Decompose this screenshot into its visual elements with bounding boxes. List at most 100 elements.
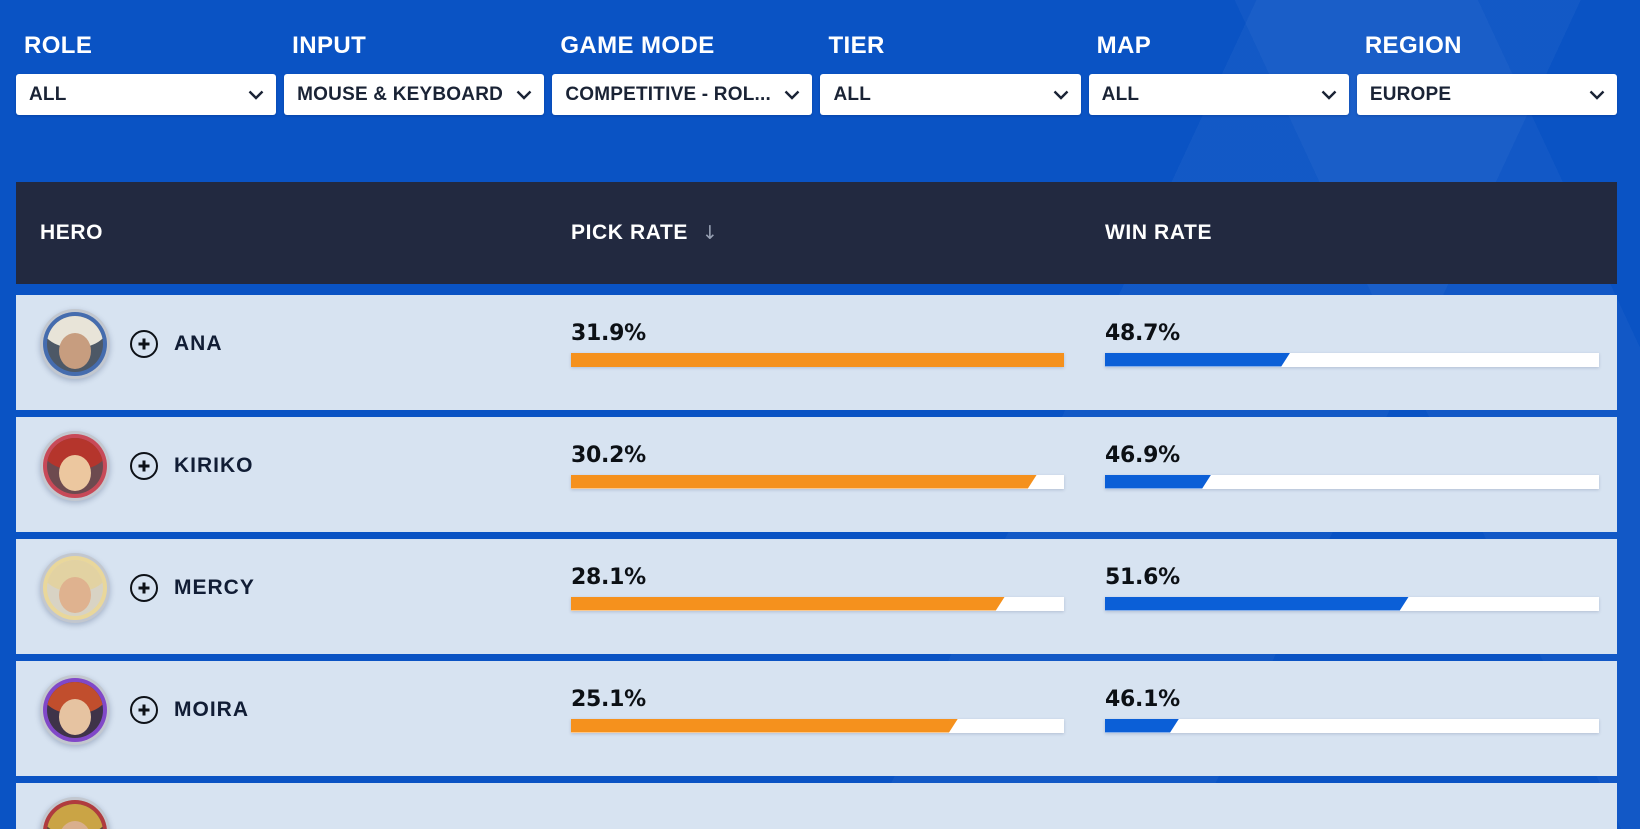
chevron-down-icon [1321,90,1337,100]
hero-avatar-face [59,698,91,735]
filter-game-mode: GAME MODE COMPETITIVE - ROL... [552,32,813,115]
hero-name[interactable]: MOIRA [174,697,249,721]
column-header-pick-rate[interactable]: PICK RATE ↓ [571,221,1105,245]
pick-rate-value: 28.1% [571,564,646,590]
hero-cell [40,797,571,829]
hero-row: MERCY 28.1% 51.6% [16,539,1617,654]
hero-avatar-face [59,454,91,491]
hero-avatar[interactable] [47,315,103,372]
game-mode-select-value: COMPETITIVE - ROL... [565,83,771,105]
tier-select[interactable]: ALL [820,74,1081,115]
pick-rate-bar-fill [571,597,1005,611]
pick-rate-bar [571,352,1064,367]
filter-map-label: MAP [1096,32,1152,59]
chevron-down-icon [248,90,264,100]
win-rate-bar-fill [1105,597,1409,611]
win-rate-cell: 48.7% [1105,321,1617,367]
filter-tier: TIER ALL [820,32,1081,115]
filter-map: MAP ALL [1088,32,1349,115]
win-rate-bar [1105,596,1599,611]
add-hero-compare-button[interactable] [130,695,158,724]
filter-tier-label: TIER [828,32,885,59]
filter-input-label: INPUT [292,32,367,59]
hero-table-header: HERO PICK RATE ↓ WIN RATE [16,182,1617,284]
plus-icon [138,338,150,349]
pick-rate-cell: 25.1% [571,687,1105,733]
win-rate-value: 48.7% [1105,320,1180,346]
win-rate-bar [1105,718,1599,733]
column-header-pick-rate-label: PICK RATE [571,221,689,244]
win-rate-bar-fill [1105,475,1211,489]
filter-role: ROLE ALL [16,32,277,115]
pick-rate-cell: 30.2% [571,443,1105,489]
filter-bar: ROLE ALL INPUT MOUSE & KEYBOARD GAME MOD… [16,0,1617,115]
add-hero-compare-button[interactable] [130,451,158,480]
pick-rate-value: 30.2% [571,442,646,468]
hero-avatar-face [59,576,91,613]
hero-avatar[interactable] [47,559,103,616]
filter-region: REGION EUROPE [1356,32,1617,115]
win-rate-bar-fill [1105,353,1290,367]
region-select-value: EUROPE [1369,83,1452,105]
pick-rate-cell: 28.1% [571,565,1105,611]
tier-select-value: ALL [833,83,872,105]
pick-rate-bar [571,474,1064,489]
input-select[interactable]: MOUSE & KEYBOARD [284,74,545,115]
stats-page: ROLE ALL INPUT MOUSE & KEYBOARD GAME MOD… [16,0,1617,829]
plus-icon [138,704,150,715]
role-select[interactable]: ALL [16,74,277,115]
pick-rate-bar-fill [571,475,1037,489]
hero-row [16,783,1617,829]
pick-rate-value: 31.9% [571,320,646,346]
pick-rate-bar-fill [571,352,1064,367]
plus-icon [138,582,150,593]
plus-icon [138,460,150,471]
hero-name[interactable]: MERCY [174,575,255,599]
win-rate-bar [1105,352,1599,367]
map-select-value: ALL [1101,83,1140,105]
hero-row: ANA 31.9% 48.7% [16,295,1617,410]
win-rate-value: 51.6% [1105,564,1180,590]
chevron-down-icon [1589,90,1605,100]
filter-game-mode-label: GAME MODE [560,32,715,59]
win-rate-value: 46.1% [1105,686,1180,712]
win-rate-value: 46.9% [1105,442,1180,468]
column-header-hero[interactable]: HERO [40,221,104,244]
pick-rate-bar-fill [571,719,958,733]
hero-avatar[interactable] [47,437,103,494]
hero-cell: MERCY [40,553,571,623]
hero-name[interactable]: KIRIKO [174,453,254,477]
hero-avatar-face [59,820,91,829]
hero-avatar[interactable] [47,803,103,829]
add-hero-compare-button[interactable] [130,329,158,358]
chevron-down-icon [516,90,532,100]
hero-name[interactable]: ANA [174,331,223,355]
add-hero-compare-button[interactable] [130,573,158,602]
pick-rate-bar [571,596,1064,611]
win-rate-bar-fill [1105,719,1179,733]
hero-avatar[interactable] [47,681,103,738]
pick-rate-cell: 31.9% [571,321,1105,367]
chevron-down-icon [784,90,800,100]
win-rate-bar [1105,474,1599,489]
pick-rate-value: 25.1% [571,686,646,712]
hero-table-rows: ANA 31.9% 48.7% KIRIKO 30.2% [16,295,1617,829]
hero-cell: KIRIKO [40,431,571,501]
win-rate-cell: 46.9% [1105,443,1617,489]
filter-input: INPUT MOUSE & KEYBOARD [284,32,545,115]
filter-region-label: REGION [1364,32,1462,59]
hero-row: MOIRA 25.1% 46.1% [16,661,1617,776]
region-select[interactable]: EUROPE [1356,74,1617,115]
column-header-win-rate[interactable]: WIN RATE [1105,221,1213,244]
hero-cell: MOIRA [40,675,571,745]
pick-rate-bar [571,718,1064,733]
map-select[interactable]: ALL [1088,74,1349,115]
win-rate-cell: 51.6% [1105,565,1617,611]
hero-cell: ANA [40,309,571,379]
input-select-value: MOUSE & KEYBOARD [297,83,504,105]
sort-descending-icon: ↓ [702,222,719,244]
hero-row: KIRIKO 30.2% 46.9% [16,417,1617,532]
hero-avatar-face [59,332,91,369]
game-mode-select[interactable]: COMPETITIVE - ROL... [552,74,813,115]
filter-role-label: ROLE [24,32,93,59]
